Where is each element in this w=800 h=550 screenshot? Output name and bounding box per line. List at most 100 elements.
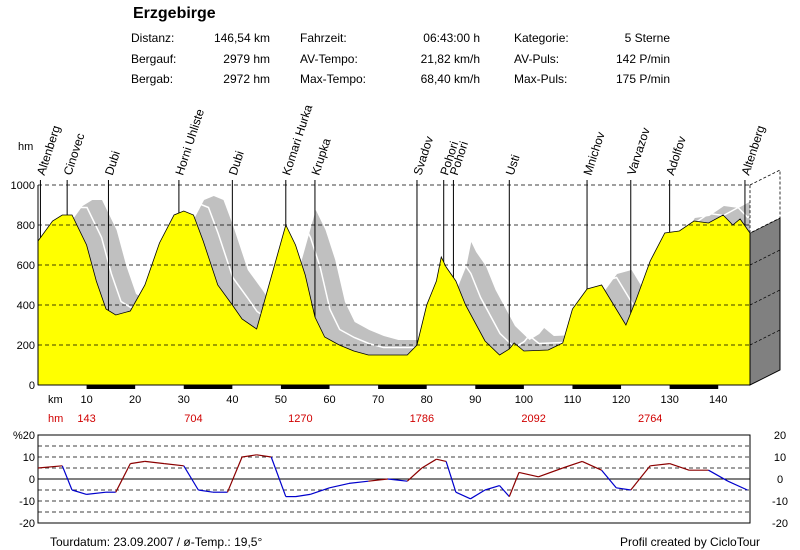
gradient-segment <box>727 480 748 491</box>
gradient-segment <box>601 469 617 489</box>
gradient-segment <box>421 458 437 469</box>
gradient-segment <box>164 463 184 467</box>
distance-ruler-segment <box>572 385 622 389</box>
elevation-tick-label: 1000 <box>11 180 35 192</box>
gradient-tick-label-right: -20 <box>772 518 788 530</box>
gradient-segment <box>518 471 539 478</box>
info-value-max-speed: 68,40 km/h <box>420 72 480 86</box>
gradient-segment <box>562 460 583 469</box>
distance-ruler-segment <box>669 385 719 389</box>
distance-tick-label: 110 <box>564 394 582 406</box>
waypoint-label: Adolfov <box>663 135 689 177</box>
elevation-tick-label: 0 <box>29 380 35 392</box>
distance-ruler-segment <box>475 385 524 389</box>
profile-title: Erzgebirge <box>133 5 216 22</box>
cumulative-climb-label: 1270 <box>288 413 312 425</box>
gradient-segment <box>708 469 729 482</box>
distance-axis-label: km <box>48 394 63 406</box>
elevation-tick-label: 400 <box>17 300 35 312</box>
distance-tick-label: 30 <box>178 394 190 406</box>
waypoint-label: Krupka <box>308 136 333 177</box>
gradient-segment <box>455 491 471 500</box>
gradient-tick-label-right: 0 <box>777 474 783 486</box>
info-label-category: Kategorie: <box>514 31 569 45</box>
gradient-segment <box>115 463 131 493</box>
waypoint-label: Mnichov <box>581 130 608 177</box>
elevation-tick-label: 200 <box>17 340 35 352</box>
footer-tour-info: Tourdatum: 23.09.2007 / ø-Temp.: 19,5° <box>50 535 263 549</box>
distance-tick-label: 60 <box>323 394 335 406</box>
gradient-segment <box>309 487 330 495</box>
gradient-segment <box>616 487 631 491</box>
cumulative-climb-label: 2764 <box>638 413 662 425</box>
gradient-segment <box>387 478 408 482</box>
waypoint-label: Horni Uhliste <box>172 107 207 177</box>
waypoint-label: Svadov <box>411 135 437 177</box>
distance-tick-label: 40 <box>226 394 238 406</box>
waypoint-label: Usti <box>503 153 523 177</box>
gradient-segment <box>198 489 214 493</box>
footer-credit: Profil created by CicloTour <box>620 535 761 549</box>
gradient-tick-label-right: 20 <box>774 430 786 442</box>
gradient-segment <box>499 485 510 497</box>
distance-tick-label: 100 <box>515 394 533 406</box>
gradient-tick-label-left: 10 <box>23 452 35 464</box>
gradient-segment <box>183 465 199 491</box>
info-label-avg-speed: AV-Tempo: <box>300 52 358 66</box>
gradient-segment <box>256 454 272 458</box>
side-gridline <box>749 289 781 306</box>
distance-tick-label: 10 <box>80 394 92 406</box>
waypoint-label: Altenberg <box>738 124 767 177</box>
gradient-segment <box>241 454 257 458</box>
gradient-segment <box>61 465 73 491</box>
gradient-segment <box>630 465 651 491</box>
climb-axis-label: hm <box>48 413 63 425</box>
distance-tick-label: 20 <box>129 394 141 406</box>
gradient-segment <box>484 485 500 491</box>
gradient-segment <box>86 491 107 495</box>
cumulative-climb-label: 1786 <box>410 413 434 425</box>
info-value-descent: 2972 hm <box>223 72 270 86</box>
gradient-segment <box>538 467 563 478</box>
gradient-segment <box>130 460 145 465</box>
profile-side-top <box>749 169 781 234</box>
cumulative-climb-label: 143 <box>77 413 95 425</box>
gradient-segment <box>508 472 520 497</box>
distance-tick-label: 50 <box>275 394 287 406</box>
gradient-tick-label-left: -10 <box>19 496 35 508</box>
info-label-climb: Bergauf: <box>131 52 177 66</box>
info-label-time: Fahrzeit: <box>300 31 347 45</box>
info-value-distance: 146,54 km <box>213 31 270 45</box>
distance-tick-label: 90 <box>469 394 481 406</box>
gradient-tick-label-right: 10 <box>774 452 786 464</box>
gradient-segment <box>329 482 350 489</box>
distance-ruler-segment <box>378 385 427 389</box>
gradient-segment <box>348 480 369 484</box>
info-value-time: 06:43:00 h <box>423 31 480 45</box>
gradient-segment <box>71 489 87 495</box>
waypoint-label: Varvazov <box>624 126 653 177</box>
waypoint-label: Dubi <box>226 149 247 177</box>
distance-tick-label: 70 <box>372 394 384 406</box>
gradient-segment <box>226 456 243 493</box>
waypoint-label: Altenberg <box>34 124 63 177</box>
distance-ruler-segment <box>183 385 233 389</box>
gradient-segment <box>368 478 388 482</box>
waypoint-label: Dubi <box>102 149 123 177</box>
gradient-segment <box>581 460 602 471</box>
gradient-tick-label-left: 0 <box>29 474 35 486</box>
cumulative-climb-label: 704 <box>184 413 202 425</box>
gradient-tick-label-right: -10 <box>772 496 788 508</box>
gradient-segment <box>37 465 63 469</box>
distance-tick-label: 140 <box>709 394 727 406</box>
info-label-avg-pulse: AV-Puls: <box>514 52 560 66</box>
distance-ruler-segment <box>86 385 136 389</box>
info-value-max-pulse: 175 P/min <box>615 72 670 86</box>
cumulative-climb-label: 2092 <box>521 413 545 425</box>
gradient-segment <box>470 489 486 500</box>
gradient-segment <box>669 463 690 471</box>
gradient-tick-label-left: -20 <box>19 518 35 530</box>
distance-tick-label: 120 <box>612 394 630 406</box>
gradient-segment <box>144 460 165 465</box>
